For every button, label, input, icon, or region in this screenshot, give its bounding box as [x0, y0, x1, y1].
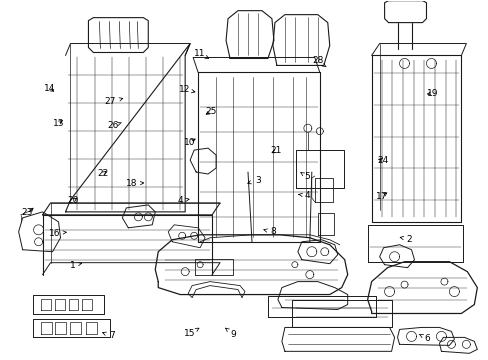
- Text: 22: 22: [97, 169, 108, 178]
- Text: 19: 19: [426, 89, 437, 98]
- Text: 26: 26: [107, 121, 121, 130]
- Text: 2: 2: [399, 235, 411, 244]
- Text: 21: 21: [270, 146, 281, 155]
- Text: 15: 15: [184, 328, 199, 338]
- Text: 27: 27: [104, 97, 122, 106]
- Text: 3: 3: [247, 176, 260, 185]
- Text: 8: 8: [264, 228, 275, 237]
- Text: 10: 10: [184, 138, 195, 147]
- Text: 1: 1: [70, 261, 81, 270]
- Text: 12: 12: [179, 85, 195, 94]
- Text: 13: 13: [52, 119, 64, 128]
- Text: 6: 6: [418, 334, 429, 343]
- Text: 14: 14: [44, 84, 55, 93]
- Text: 4: 4: [298, 191, 309, 200]
- Text: 4: 4: [177, 196, 189, 205]
- Text: 16: 16: [48, 229, 66, 238]
- Text: 5: 5: [300, 172, 309, 181]
- Text: 24: 24: [377, 156, 388, 165]
- Text: 23: 23: [22, 208, 33, 217]
- Text: 7: 7: [102, 332, 115, 341]
- Text: 9: 9: [225, 328, 236, 339]
- Text: 17: 17: [375, 192, 387, 201]
- Text: 11: 11: [194, 49, 208, 58]
- Text: 28: 28: [311, 57, 325, 67]
- Text: 20: 20: [67, 196, 79, 205]
- Text: 25: 25: [205, 107, 217, 116]
- Text: 18: 18: [125, 179, 143, 188]
